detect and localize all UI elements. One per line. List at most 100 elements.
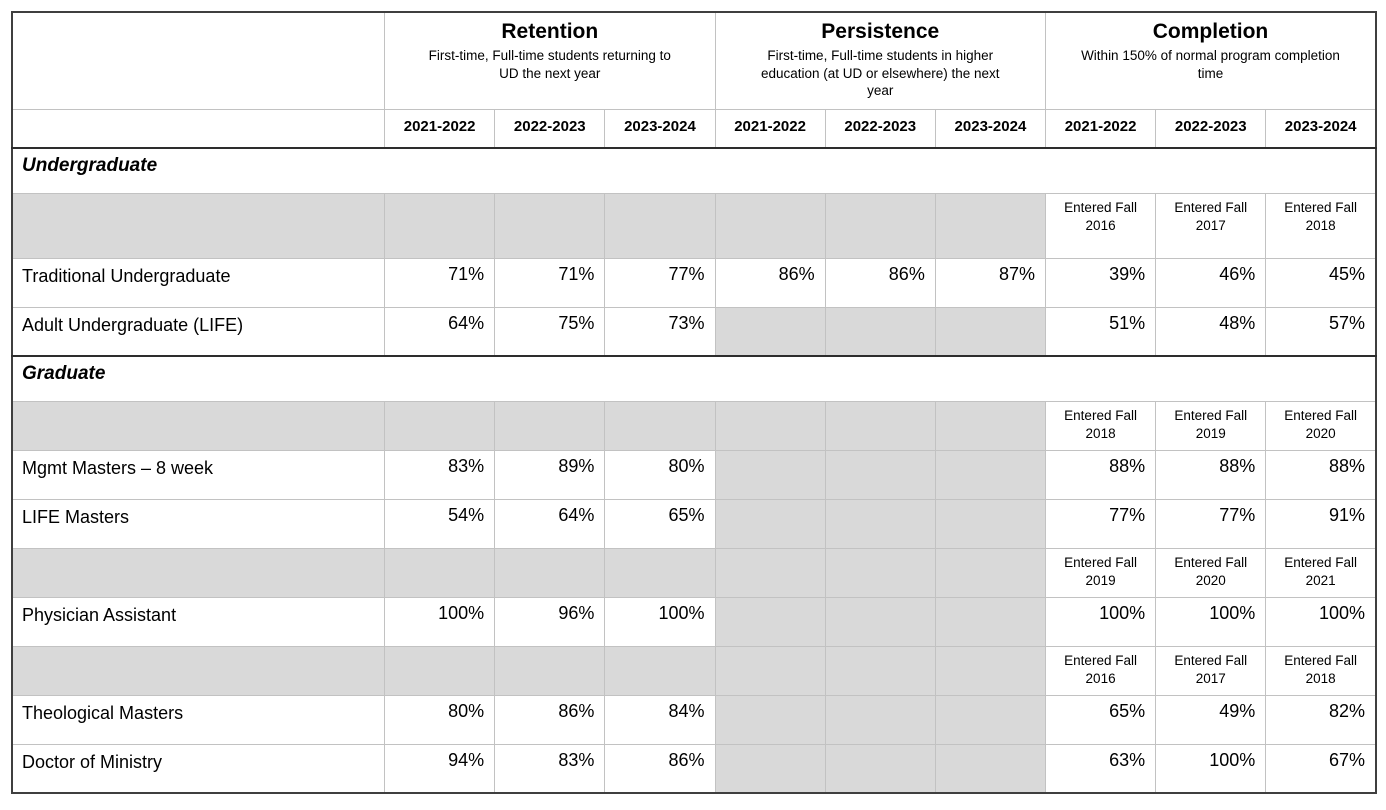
year-header: 2021-2022 xyxy=(1044,108,1157,149)
empty-gray-cell xyxy=(384,400,496,451)
group-header-completion: Completion Within 150% of normal program… xyxy=(1045,11,1377,110)
cohort-entry-cell: Entered Fall 2020 xyxy=(1155,547,1267,598)
completion-value-cell: 77% xyxy=(1155,498,1267,549)
section-label: Undergraduate xyxy=(11,147,1377,194)
empty-gray-cell xyxy=(714,400,826,451)
cohort-entry-cell: Entered Fall 2019 xyxy=(1155,400,1267,451)
retention-value-cell: 77% xyxy=(604,257,716,308)
retention-value-cell: 71% xyxy=(494,257,606,308)
empty-gray-cell xyxy=(494,645,606,696)
year-header: 2021-2022 xyxy=(714,108,826,149)
empty-gray-cell xyxy=(934,400,1047,451)
section-label: Graduate xyxy=(11,355,1377,402)
empty-gray-cell xyxy=(604,192,716,259)
empty-gray-cell xyxy=(714,743,826,794)
empty-gray-cell xyxy=(824,596,936,647)
year-header: 2022-2023 xyxy=(824,108,936,149)
empty-gray-cell xyxy=(604,645,716,696)
retention-value-cell: 64% xyxy=(494,498,606,549)
cohort-entry-cell: Entered Fall 2019 xyxy=(1044,547,1157,598)
retention-value-cell: 96% xyxy=(494,596,606,647)
completion-value-cell: 100% xyxy=(1155,743,1267,794)
table-row: Mgmt Masters – 8 week 83% 89% 80% 88% 88% 88% xyxy=(11,449,1377,500)
empty-gray-cell xyxy=(384,645,496,696)
retention-value-cell: 100% xyxy=(384,596,496,647)
retention-value-cell: 83% xyxy=(384,449,496,500)
group-title-persistence: Persistence xyxy=(821,20,940,43)
year-header: 2023-2024 xyxy=(604,108,716,149)
year-header: 2021-2022 xyxy=(384,108,496,149)
cohort-entry-cell: Entered Fall 2020 xyxy=(1265,400,1377,451)
retention-value-cell: 54% xyxy=(384,498,496,549)
retention-value-cell: 65% xyxy=(604,498,716,549)
empty-gray-cell xyxy=(11,645,386,696)
completion-value-cell: 100% xyxy=(1155,596,1267,647)
corner-cell xyxy=(11,11,386,110)
cohort-row: Entered Fall 2019 Entered Fall 2020 Entere… xyxy=(11,547,1377,598)
section-row: Undergraduate xyxy=(11,147,1377,194)
empty-gray-cell xyxy=(934,694,1047,745)
group-header-row: Retention First-time, Full-time students… xyxy=(11,11,1377,110)
group-header-persistence: Persistence First-time, Full-time studen… xyxy=(714,11,1047,110)
group-title-retention: Retention xyxy=(501,20,599,43)
retention-value-cell: 86% xyxy=(604,743,716,794)
completion-value-cell: 100% xyxy=(1265,596,1377,647)
completion-value-cell: 51% xyxy=(1044,306,1157,357)
table-body: Undergraduate Entered Fall 2016 Entered Fa… xyxy=(11,147,1377,794)
empty-gray-cell xyxy=(934,306,1047,357)
completion-value-cell: 48% xyxy=(1155,306,1267,357)
empty-gray-cell xyxy=(494,192,606,259)
retention-value-cell: 80% xyxy=(604,449,716,500)
empty-gray-cell xyxy=(824,645,936,696)
cohort-entry-cell: Entered Fall 2017 xyxy=(1155,192,1267,259)
empty-gray-cell xyxy=(11,192,386,259)
group-header-retention: Retention First-time, Full-time students… xyxy=(384,11,716,110)
group-subtitle-persistence: First-time, Full-time students in higher… xyxy=(760,48,1000,99)
empty-gray-cell xyxy=(11,400,386,451)
empty-gray-cell xyxy=(714,306,826,357)
persistence-value-cell: 86% xyxy=(824,257,936,308)
completion-value-cell: 88% xyxy=(1044,449,1157,500)
empty-gray-cell xyxy=(824,743,936,794)
cohort-entry-cell: Entered Fall 2016 xyxy=(1044,645,1157,696)
retention-persistence-completion-table: Retention First-time, Full-time students… xyxy=(11,11,1377,794)
empty-gray-cell xyxy=(714,694,826,745)
cohort-row: Entered Fall 2018 Entered Fall 2019 Entere… xyxy=(11,400,1377,451)
row-label: Adult Undergraduate (LIFE) xyxy=(11,306,386,357)
empty-gray-cell xyxy=(714,449,826,500)
empty-gray-cell xyxy=(384,192,496,259)
completion-value-cell: 88% xyxy=(1155,449,1267,500)
retention-value-cell: 89% xyxy=(494,449,606,500)
retention-value-cell: 64% xyxy=(384,306,496,357)
retention-value-cell: 75% xyxy=(494,306,606,357)
completion-value-cell: 77% xyxy=(1044,498,1157,549)
table-head: Retention First-time, Full-time students… xyxy=(11,11,1377,149)
retention-value-cell: 100% xyxy=(604,596,716,647)
row-label: Physician Assistant xyxy=(11,596,386,647)
retention-value-cell: 80% xyxy=(384,694,496,745)
empty-gray-cell xyxy=(934,192,1047,259)
persistence-value-cell: 86% xyxy=(714,257,826,308)
completion-value-cell: 67% xyxy=(1265,743,1377,794)
completion-value-cell: 57% xyxy=(1265,306,1377,357)
empty-gray-cell xyxy=(384,547,496,598)
completion-value-cell: 45% xyxy=(1265,257,1377,308)
empty-gray-cell xyxy=(714,596,826,647)
cohort-entry-cell: Entered Fall 2018 xyxy=(1044,400,1157,451)
table-row: Doctor of Ministry 94% 83% 86% 63% 100% 67% xyxy=(11,743,1377,794)
empty-gray-cell xyxy=(824,498,936,549)
empty-gray-cell xyxy=(824,306,936,357)
empty-gray-cell xyxy=(934,596,1047,647)
table-row: Physician Assistant 100% 96% 100% 100% 100% 10… xyxy=(11,596,1377,647)
empty-gray-cell xyxy=(714,645,826,696)
empty-gray-cell xyxy=(934,547,1047,598)
empty-gray-cell xyxy=(494,547,606,598)
table-row: Adult Undergraduate (LIFE) 64% 75% 73% 51% 48… xyxy=(11,306,1377,357)
cohort-entry-cell: Entered Fall 2018 xyxy=(1265,192,1377,259)
retention-value-cell: 84% xyxy=(604,694,716,745)
retention-value-cell: 83% xyxy=(494,743,606,794)
retention-value-cell: 94% xyxy=(384,743,496,794)
completion-value-cell: 49% xyxy=(1155,694,1267,745)
completion-value-cell: 63% xyxy=(1044,743,1157,794)
